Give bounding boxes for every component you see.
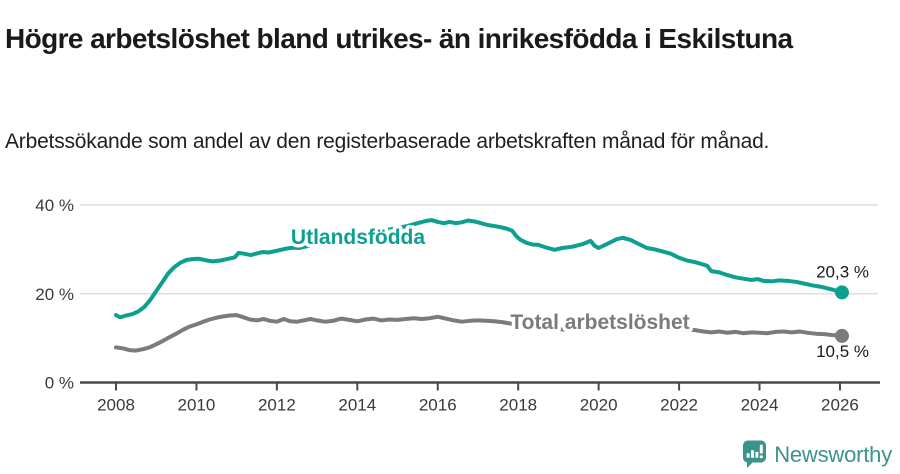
chart-subtitle: Arbetssökande som andel av den registerb… [5, 130, 770, 153]
series-and-axis-labels: 0 % 20 % 40 % 2008 2010 2012 2014 2016 2018 2020 2… [35, 196, 869, 415]
svg-text:2020: 2020 [580, 396, 618, 415]
series-end-value: 20,3 % [816, 262, 869, 281]
brand-name: Newsworthy [774, 441, 892, 467]
svg-text:2026: 2026 [821, 396, 859, 415]
series-label: Utlandsfödda [291, 226, 425, 249]
svg-text:2008: 2008 [97, 396, 135, 415]
series-label: Total arbetslöshet [510, 311, 689, 334]
axes [80, 381, 880, 391]
data-series-lines [114, 218, 849, 353]
series-end-dot [834, 328, 849, 343]
gridlines [80, 204, 878, 295]
svg-text:2014: 2014 [338, 396, 376, 415]
svg-text:2018: 2018 [499, 396, 537, 415]
svg-text:2010: 2010 [178, 396, 216, 415]
svg-text:2016: 2016 [419, 396, 457, 415]
svg-text:2024: 2024 [741, 396, 779, 415]
svg-text:0 %: 0 % [45, 374, 74, 393]
newsworthy-logo-icon [743, 440, 767, 468]
series-end-dot [834, 285, 849, 300]
svg-text:20 %: 20 % [35, 285, 74, 304]
svg-text:2022: 2022 [660, 396, 698, 415]
svg-text:40 %: 40 % [35, 196, 74, 215]
svg-text:2012: 2012 [258, 396, 296, 415]
newsworthy-brand: Newsworthy [742, 440, 892, 469]
series-end-value: 10,5 % [816, 342, 869, 361]
page-title: Högre arbetslöshet bland utrikes- än inr… [5, 22, 793, 54]
